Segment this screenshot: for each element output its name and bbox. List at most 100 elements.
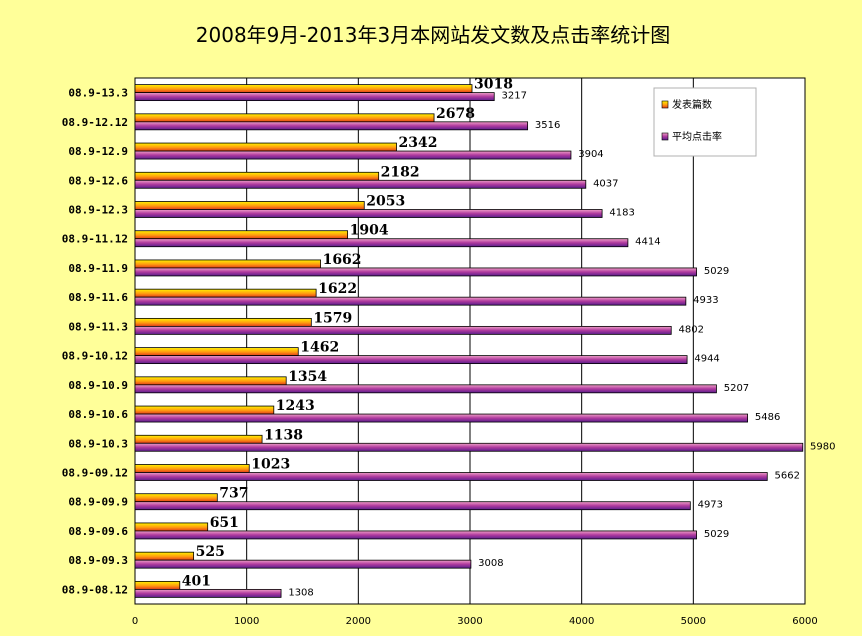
bar-series-1 bbox=[134, 493, 218, 503]
bar-series-1 bbox=[134, 580, 181, 590]
data-label-series-2: 4973 bbox=[698, 500, 723, 511]
data-label-series-1: 1579 bbox=[313, 310, 352, 326]
data-label-series-2: 4037 bbox=[593, 178, 618, 189]
gridlines bbox=[246, 78, 694, 604]
data-label-series-2: 3904 bbox=[578, 149, 603, 160]
bar-series-2 bbox=[134, 92, 495, 102]
data-label-series-1: 1622 bbox=[318, 281, 357, 297]
bar-series-2 bbox=[134, 121, 529, 131]
data-label-series-1: 651 bbox=[210, 515, 239, 531]
chart-title: 2008年9月-2013年3月本网站发文数及点击率统计图 bbox=[196, 23, 670, 47]
data-label-series-2: 4183 bbox=[609, 208, 634, 219]
category-label: 08.9-11.3 bbox=[68, 320, 128, 333]
category-label: 08.9-09.9 bbox=[68, 496, 128, 509]
category-label: 08.9-10.12 bbox=[62, 350, 128, 363]
category-label: 08.9-09.3 bbox=[68, 554, 128, 567]
bar-series-1 bbox=[134, 551, 195, 561]
data-label-series-2: 4802 bbox=[678, 324, 703, 335]
data-label-series-2: 4944 bbox=[694, 354, 719, 365]
category-label: 08.9-10.9 bbox=[68, 379, 128, 392]
bar-series-1 bbox=[134, 347, 299, 357]
bar-series-2 bbox=[134, 413, 749, 423]
category-label: 08.9-13.3 bbox=[68, 87, 128, 100]
data-label-series-1: 1243 bbox=[276, 398, 315, 414]
data-label-series-2: 5486 bbox=[755, 412, 780, 423]
data-label-series-2: 1308 bbox=[288, 587, 313, 598]
data-label-series-1: 1354 bbox=[288, 369, 327, 385]
data-label-series-1: 2053 bbox=[366, 194, 405, 210]
x-tick-label: 1000 bbox=[234, 616, 259, 627]
x-tick-label: 3000 bbox=[457, 616, 482, 627]
category-label: 08.9-09.12 bbox=[62, 467, 128, 480]
bar-series-2 bbox=[134, 559, 472, 569]
bar-series-1 bbox=[134, 405, 275, 415]
bar-series-1 bbox=[134, 171, 380, 181]
bar-series-2 bbox=[134, 442, 804, 452]
category-label: 08.9-11.12 bbox=[62, 233, 128, 246]
data-label-series-1: 1662 bbox=[323, 252, 362, 268]
bar-series-2 bbox=[134, 588, 282, 598]
data-label-series-2: 5207 bbox=[724, 383, 749, 394]
x-tick-label: 0 bbox=[132, 616, 138, 627]
bar-series-1 bbox=[134, 464, 250, 473]
data-label-series-2: 5029 bbox=[704, 266, 729, 277]
bar-series-2 bbox=[134, 325, 672, 335]
legend-label-series-1: 发表篇数 bbox=[672, 98, 712, 111]
bar-series-2 bbox=[134, 179, 587, 189]
bars bbox=[134, 84, 804, 598]
category-label: 08.9-12.9 bbox=[68, 145, 128, 158]
category-label: 08.9-12.6 bbox=[68, 174, 128, 187]
data-label-series-2: 5662 bbox=[775, 471, 800, 482]
data-label-series-2: 4414 bbox=[635, 237, 660, 248]
legend: 发表篇数 平均点击率 bbox=[653, 87, 757, 157]
category-label: 08.9-12.12 bbox=[62, 116, 128, 129]
bar-series-2 bbox=[134, 238, 629, 248]
bar-series-1 bbox=[134, 522, 209, 532]
bar-series-2 bbox=[134, 267, 697, 277]
data-label-series-2: 4933 bbox=[693, 295, 718, 306]
data-label-series-1: 3018 bbox=[474, 77, 513, 93]
legend-swatch-series-2 bbox=[661, 132, 669, 141]
legend-box bbox=[653, 87, 757, 157]
category-label: 08.9-11.9 bbox=[68, 262, 128, 275]
data-label-series-2: 5029 bbox=[704, 529, 729, 540]
legend-label-series-2: 平均点击率 bbox=[672, 130, 722, 143]
category-label: 08.9-10.6 bbox=[68, 408, 128, 421]
category-label: 08.9-08.12 bbox=[62, 583, 128, 596]
bar-series-2 bbox=[134, 472, 768, 481]
bar-series-2 bbox=[134, 530, 697, 540]
bar-series-1 bbox=[134, 230, 349, 240]
category-label: 08.9-09.6 bbox=[68, 525, 128, 538]
x-tick-label: 5000 bbox=[681, 616, 706, 627]
bar-series-1 bbox=[134, 84, 473, 94]
bar-series-2 bbox=[134, 384, 717, 394]
bar-series-2 bbox=[134, 355, 688, 365]
bar-series-1 bbox=[134, 288, 317, 298]
bar-series-2 bbox=[134, 501, 691, 511]
data-label-series-1: 737 bbox=[219, 486, 248, 502]
data-label-series-1: 1023 bbox=[251, 457, 290, 473]
bar-series-1 bbox=[134, 201, 365, 210]
category-label: 08.9-10.3 bbox=[68, 437, 128, 450]
data-label-series-1: 1462 bbox=[300, 340, 339, 356]
data-label-series-2: 5980 bbox=[810, 441, 835, 452]
data-label-series-1: 525 bbox=[196, 544, 225, 560]
legend-swatch-series-1 bbox=[661, 100, 669, 109]
category-label: 08.9-12.3 bbox=[68, 204, 128, 217]
data-label-series-1: 401 bbox=[182, 573, 211, 589]
x-tick-label: 4000 bbox=[569, 616, 594, 627]
bar-series-1 bbox=[134, 142, 397, 152]
category-label: 08.9-11.6 bbox=[68, 291, 128, 304]
bar-series-1 bbox=[134, 376, 287, 386]
data-label-series-2: 3217 bbox=[502, 91, 527, 102]
data-label-series-2: 3516 bbox=[535, 120, 560, 131]
x-tick-label: 6000 bbox=[792, 616, 817, 627]
bar-series-2 bbox=[134, 150, 572, 160]
data-label-series-1: 1904 bbox=[350, 223, 389, 239]
bar-series-1 bbox=[134, 259, 321, 269]
bar-series-2 bbox=[134, 209, 603, 218]
data-label-series-1: 2342 bbox=[399, 135, 438, 151]
data-label-series-1: 2182 bbox=[381, 164, 420, 180]
